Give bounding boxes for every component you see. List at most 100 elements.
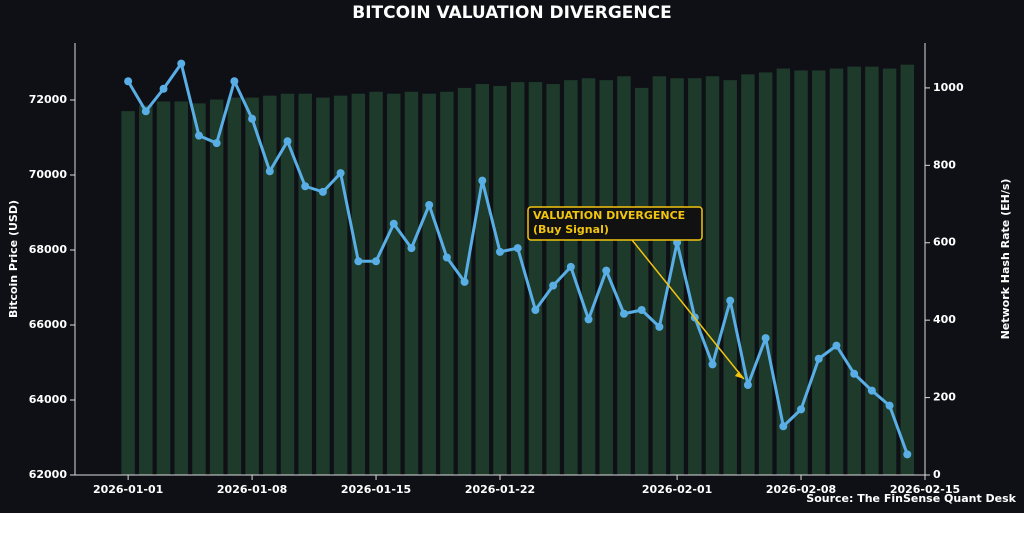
bar	[652, 76, 667, 476]
point	[797, 405, 806, 414]
point	[549, 281, 558, 290]
bar	[351, 93, 366, 475]
point	[478, 176, 487, 185]
chart-title: BITCOIN VALUATION DIVERGENCE	[352, 3, 671, 23]
bar	[882, 68, 897, 475]
point	[301, 182, 310, 191]
bar	[510, 82, 525, 475]
point	[354, 257, 363, 266]
point	[124, 77, 133, 86]
bar	[280, 93, 295, 475]
bar	[581, 78, 596, 476]
bar	[900, 64, 915, 475]
y-tick-label: 70000	[29, 168, 68, 181]
point	[602, 266, 611, 275]
y2-tick-label: 400	[933, 313, 956, 326]
annotation-text: (Buy Signal)	[533, 223, 609, 236]
point	[248, 114, 257, 123]
bar	[475, 84, 490, 475]
point	[177, 59, 186, 68]
point	[655, 322, 664, 331]
source: Source: The FinSense Quant Desk	[806, 492, 1016, 505]
annotation-box	[527, 206, 703, 241]
bar	[688, 78, 702, 476]
bar	[369, 91, 383, 475]
bar	[564, 80, 578, 476]
bar	[599, 80, 613, 476]
point	[265, 167, 274, 176]
point	[832, 341, 841, 350]
y2-tick-label: 800	[933, 158, 956, 171]
bar	[634, 87, 649, 475]
point	[230, 77, 239, 86]
point	[496, 247, 504, 256]
bar	[723, 80, 737, 476]
x-tick-label: 2026-02-15	[890, 483, 960, 496]
point	[619, 309, 628, 318]
point	[867, 386, 876, 395]
bar	[546, 84, 560, 475]
bar	[174, 101, 188, 476]
y2-tick-label: 200	[933, 391, 956, 404]
x-tick-label: 2026-01-01	[93, 483, 163, 496]
x-tick-label: 2026-02-08	[766, 483, 836, 496]
bar	[139, 105, 153, 476]
bar	[387, 93, 401, 475]
bar	[422, 93, 436, 475]
point	[389, 219, 398, 228]
bar	[121, 111, 135, 476]
y-tick-label: 72000	[29, 93, 68, 106]
point	[708, 360, 717, 369]
y-tick-label: 64000	[29, 393, 68, 406]
y2-tick-label: 600	[933, 236, 956, 249]
point	[885, 401, 894, 410]
point	[743, 381, 752, 389]
x-tick-label: 2026-01-22	[465, 483, 535, 496]
point	[283, 137, 292, 146]
bar	[865, 66, 879, 475]
point	[336, 169, 345, 178]
annotation-arrowhead	[734, 371, 744, 379]
y-axis-label: Bitcoin Price (USD)	[7, 200, 20, 318]
bar	[794, 70, 808, 475]
bar	[209, 99, 224, 476]
bar	[705, 76, 720, 476]
y2-tick-label: 0	[933, 468, 941, 481]
bar	[528, 82, 543, 475]
x-tick-label: 2026-02-01	[642, 483, 712, 496]
bar	[758, 72, 773, 475]
point	[566, 262, 575, 271]
bar	[245, 97, 259, 476]
bar	[440, 91, 454, 475]
point	[212, 139, 221, 148]
bar	[404, 91, 419, 475]
bar	[670, 78, 684, 476]
y-tick-label: 66000	[29, 318, 68, 331]
point	[442, 253, 451, 262]
point	[637, 306, 646, 314]
point	[761, 334, 770, 343]
y-tick-label: 62000	[29, 468, 68, 481]
point	[159, 84, 168, 93]
point	[779, 422, 788, 431]
bar	[617, 76, 631, 476]
annotation-text: VALUATION DIVERGENCE	[533, 209, 685, 222]
annotation-arrow	[631, 239, 745, 380]
point	[513, 244, 522, 253]
bar	[298, 93, 312, 475]
y-tick-label: 68000	[29, 243, 68, 256]
point	[460, 277, 469, 286]
bar	[333, 95, 348, 475]
bar	[812, 70, 826, 475]
point	[814, 354, 823, 363]
bar	[829, 68, 844, 475]
point	[531, 306, 540, 314]
y2-axis-label: Network Hash Rate (EH/s)	[999, 179, 1012, 340]
bar	[316, 97, 330, 476]
point	[726, 296, 735, 305]
x-tick-label: 2026-01-08	[217, 483, 287, 496]
bar	[776, 68, 791, 475]
bar	[192, 103, 206, 476]
point	[372, 257, 381, 266]
